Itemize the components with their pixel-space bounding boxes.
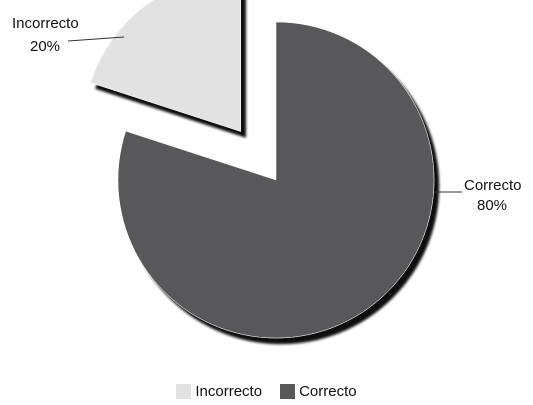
pie-slice-correcto — [117, 21, 435, 339]
legend-swatch-correcto — [280, 384, 296, 399]
legend-label-correcto: Correcto — [299, 383, 357, 400]
legend-label-incorrecto: Incorrecto — [195, 383, 263, 400]
legend-item-correcto: Correcto — [280, 383, 357, 400]
slice-label-incorrecto-name: Incorrecto — [12, 15, 79, 32]
pie-slice-incorrecto — [90, 0, 241, 132]
leader-line-incorrecto — [67, 36, 125, 42]
slice-label-incorrecto-value: 20% — [30, 38, 60, 55]
legend-swatch-incorrecto — [176, 384, 192, 399]
chart-legend: Incorrecto Correcto — [0, 383, 533, 400]
slice-label-correcto-value: 80% — [477, 197, 507, 214]
legend-item-incorrecto: Incorrecto — [176, 383, 262, 400]
slice-label-correcto-name: Correcto — [464, 177, 522, 194]
